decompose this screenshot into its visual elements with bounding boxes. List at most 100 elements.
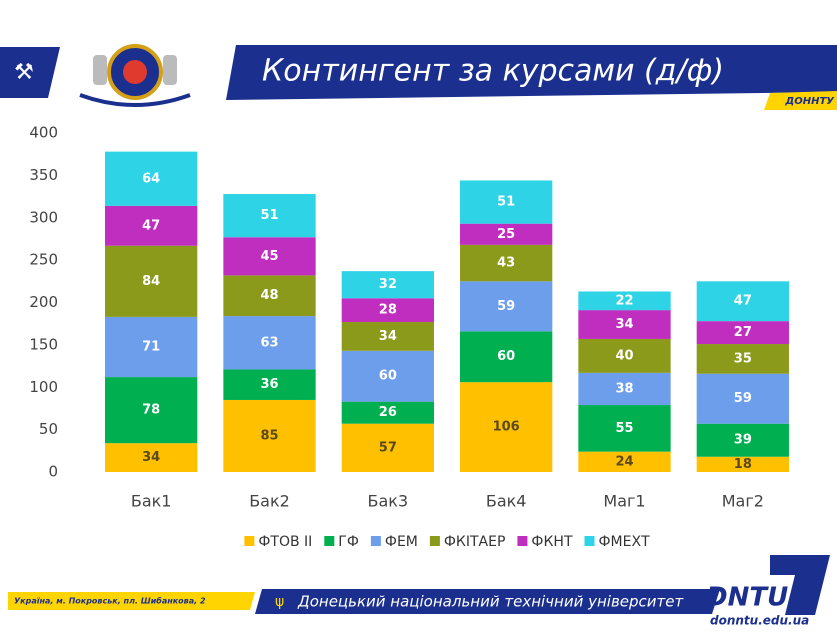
bar-segment [223, 316, 316, 370]
y-tick-label: 250 [29, 251, 58, 269]
bar-segment [696, 321, 789, 345]
data-label: 51 [497, 195, 515, 210]
emblem-center [123, 60, 147, 84]
data-label: 18 [734, 457, 752, 472]
plot: 0 50 100 150 200 250 300 350 400 Бак1 34 78 71 84 47 64… [29, 124, 789, 550]
legend-label: ФМЕХТ [599, 534, 651, 550]
data-label: 84 [142, 274, 160, 289]
data-label: 47 [734, 294, 752, 309]
bar-segment [578, 310, 671, 339]
header-band [226, 45, 837, 100]
bar-segment [223, 369, 316, 400]
y-tick-label: 0 [48, 463, 58, 481]
bar-segment [696, 456, 789, 472]
bar-segment [460, 382, 553, 472]
bar-segment [105, 377, 198, 444]
data-label: 38 [615, 381, 633, 396]
bar-segment [460, 281, 553, 332]
footer-address: Україна, м. Покровськ, пл. Шибанкова, 2 [14, 596, 206, 606]
x-tick-label: Маг1 [603, 492, 645, 511]
y-tick-label: 300 [29, 208, 58, 226]
y-tick-label: 150 [29, 335, 58, 353]
legend-label: ФКІТАЕР [444, 534, 506, 550]
data-label: 22 [615, 293, 633, 308]
data-label: 60 [497, 349, 515, 364]
bar-segment [223, 399, 316, 472]
data-label: 36 [260, 377, 278, 392]
bar-segment [341, 401, 434, 424]
bar-segment [460, 223, 553, 245]
bar-segment [578, 405, 671, 452]
legend-swatch [429, 536, 440, 546]
legend-swatch [324, 536, 335, 546]
data-label: 34 [615, 317, 633, 332]
y-tick-label: 100 [29, 378, 58, 396]
bar-segment [696, 373, 789, 424]
y-tick-label: 400 [29, 124, 58, 142]
bar-segment [696, 281, 789, 322]
data-label: 60 [379, 369, 397, 384]
bar-segment [696, 423, 789, 457]
bar-segment [105, 443, 198, 472]
legend-label: ФТОВ ІІ [258, 534, 312, 550]
legend-label: ГФ [338, 534, 359, 550]
data-label: 26 [379, 405, 397, 420]
data-label: 63 [260, 335, 278, 350]
data-label: 59 [734, 391, 752, 406]
data-label: 45 [260, 249, 278, 264]
bar-segment [223, 194, 316, 238]
hammer-icon: ⚒ [14, 60, 34, 85]
data-label: 28 [379, 303, 397, 318]
footer-icon: ψ [275, 594, 284, 610]
legend-label: ФКНТ [531, 534, 573, 550]
data-label: 25 [497, 227, 515, 242]
data-label: 106 [493, 420, 520, 435]
data-label: 59 [497, 299, 515, 314]
bar-segment [341, 271, 434, 299]
footer-logo: DNTU [706, 583, 788, 613]
data-label: 32 [379, 277, 397, 292]
x-tick-label: Бак2 [249, 492, 290, 511]
data-label: 57 [379, 440, 397, 455]
bar-segment [105, 205, 198, 246]
logo-shape [770, 555, 830, 615]
data-label: 43 [497, 256, 515, 271]
x-tick-label: Бак3 [368, 492, 409, 511]
legend-swatch [370, 536, 381, 546]
bar-segment [105, 316, 198, 378]
bar-segment [105, 151, 198, 206]
bar-segment [696, 344, 789, 374]
data-label: 85 [260, 428, 278, 443]
bar-segment [105, 245, 198, 317]
data-label: 71 [142, 339, 160, 354]
data-label: 39 [734, 433, 752, 448]
legend-label: ФЕМ [385, 534, 418, 550]
legend-swatch [584, 536, 595, 546]
emblem-left [93, 55, 107, 85]
y-tick-label: 200 [29, 293, 58, 311]
data-label: 64 [142, 171, 160, 186]
footer-site: donntu.edu.ua [710, 614, 809, 628]
bar-segment [341, 350, 434, 402]
legend-swatch [244, 536, 255, 546]
data-label: 47 [142, 218, 160, 233]
bar-segment [460, 180, 553, 224]
bar-segment [341, 423, 434, 472]
data-label: 51 [260, 208, 278, 223]
footer-yellow-band [8, 592, 255, 610]
bar-segment [578, 372, 671, 406]
header-left-band [0, 47, 60, 98]
data-label: 48 [260, 288, 278, 303]
bar-segment [460, 331, 553, 383]
tag-band [764, 91, 837, 110]
bar-segment [578, 291, 671, 311]
data-label: 27 [734, 325, 752, 340]
y-tick-label: 50 [39, 420, 58, 438]
x-tick-label: Бак4 [486, 492, 527, 511]
data-label: 34 [142, 450, 160, 465]
bar-segment [578, 451, 671, 472]
footer-university: Донецький національний технічний універс… [297, 593, 685, 611]
x-tick-label: Маг2 [722, 492, 764, 511]
footer-band [255, 589, 720, 614]
